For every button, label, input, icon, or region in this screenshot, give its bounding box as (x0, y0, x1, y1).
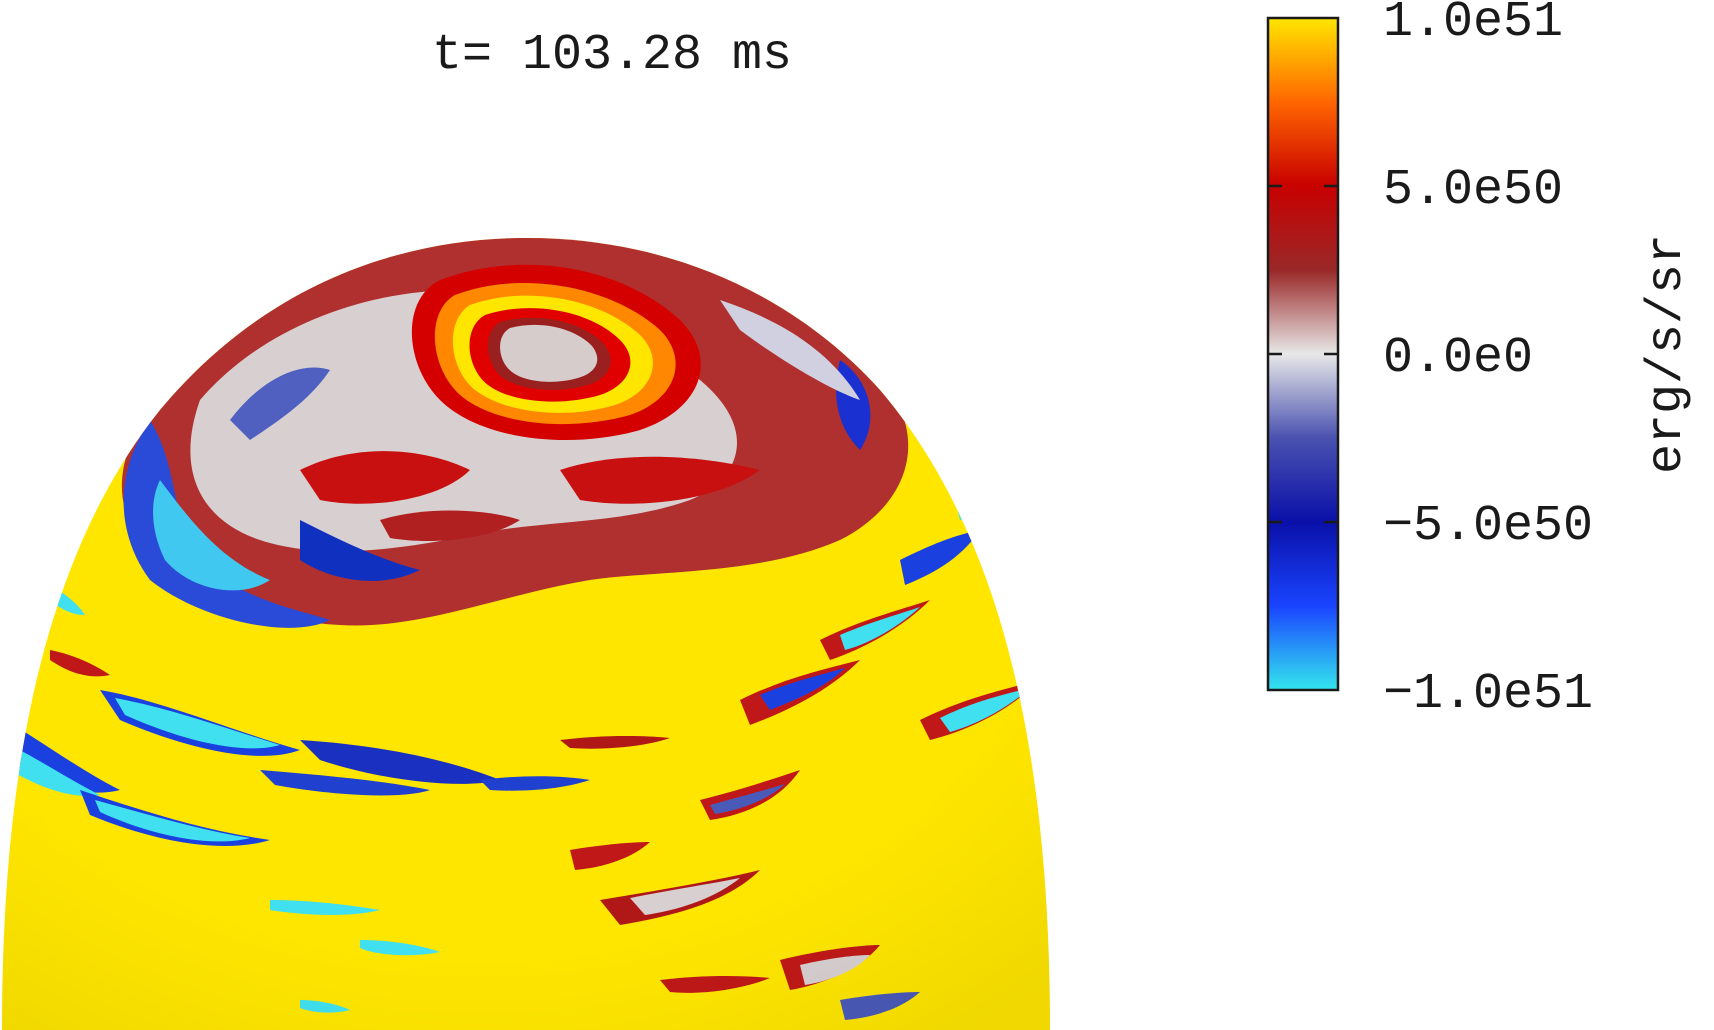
colorbar-label: erg/s/sr (1639, 234, 1696, 474)
hemisphere-map (2, 237, 1050, 1030)
colorbar-tick-label: −5.0e50 (1383, 498, 1593, 555)
colorbar-tick-label: 1.0e51 (1383, 0, 1563, 51)
colorbar-tick-label: −1.0e51 (1383, 666, 1593, 723)
colorbar-tick-label: 5.0e50 (1383, 162, 1563, 219)
chart-title: t= 103.28 ms (432, 27, 792, 84)
colorbar: 1.0e51 5.0e50 0.0e0 −5.0e50 −1.0e51 erg/s/sr (1266, 0, 1696, 723)
colorbar-ticks: 1.0e51 5.0e50 0.0e0 −5.0e50 −1.0e51 (1268, 0, 1593, 723)
colorbar-tick-label: 0.0e0 (1383, 330, 1533, 387)
